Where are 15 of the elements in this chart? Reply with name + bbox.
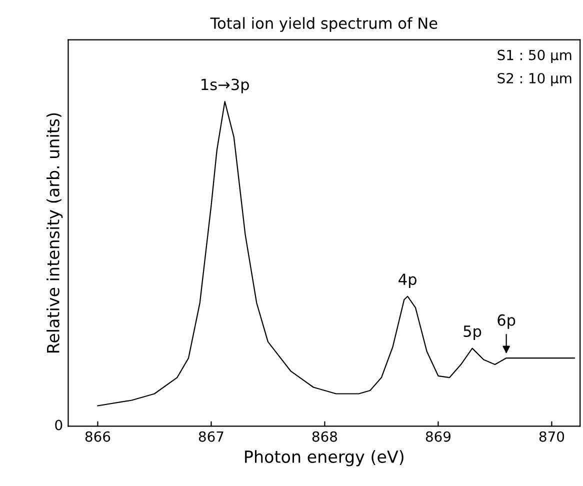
y-axis-title: Relative intensity (arb. units)	[46, 113, 63, 353]
text: S2 : 10 μm	[498, 72, 572, 86]
x-axis-title: Photon energy (eV)	[245, 450, 404, 466]
annotation: 6p	[498, 314, 516, 329]
annotation: 5p	[464, 326, 482, 340]
x-tick-label: 866	[85, 431, 110, 442]
x-tick-label: 868	[312, 431, 338, 442]
annotation: 4p	[398, 274, 416, 288]
text: S1 : 50 μm	[498, 50, 572, 63]
x-tick-label: 870	[539, 431, 564, 442]
chart-title: Total ion yield spectrum of Ne	[210, 17, 438, 32]
text: 0	[55, 420, 62, 430]
x-tick-label: 869	[426, 431, 450, 442]
annotation: 1s→3p	[202, 78, 249, 94]
x-tick-label: 867	[198, 431, 224, 442]
